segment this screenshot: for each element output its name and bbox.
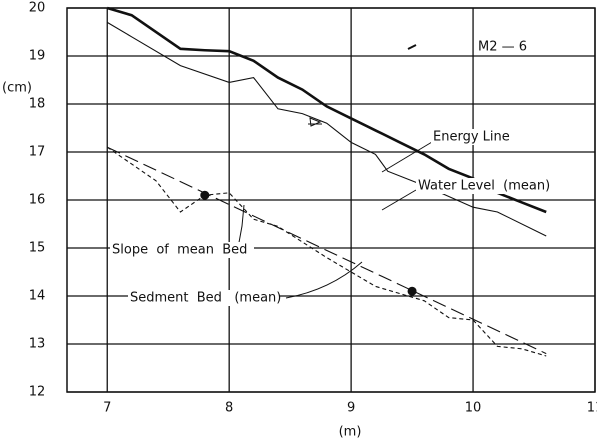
series-line [106,146,547,357]
y-tick-label: 19 [29,49,46,64]
series-line [106,21,547,237]
label-bg [110,242,254,258]
y-tick-label: 12 [29,385,46,400]
series-label: Energy Line [433,130,510,145]
x-tick-label: 8 [225,401,233,416]
x-tick-label: 11 [587,401,597,416]
y-tick-label: 13 [29,337,46,352]
x-axis-label: (m) [339,425,362,439]
leader-line [237,204,245,249]
series-label: Slope of mean Bed [112,243,247,258]
y-axis-label: (cm) [2,81,32,96]
leader-line [285,261,363,299]
y-tick-label: 16 [29,193,46,208]
x-tick-label: 7 [103,401,111,416]
y-tick-label: 20 [29,1,46,16]
series-line [107,146,547,355]
y-tick-label: 17 [29,145,46,160]
label-bg [416,178,553,194]
mark-stroke [407,44,417,50]
leader-line [381,189,417,211]
annotation: M2 — 6 [478,40,527,55]
data-point [407,286,417,296]
label-bg [128,290,280,306]
series-label: Water Level (mean) [418,179,550,194]
x-tick-label: 10 [465,401,482,416]
series-label: Sedment Bed (mean) [130,291,281,306]
leader-line [381,141,433,173]
label-bg [431,129,511,145]
water-symbol [308,117,322,127]
data-point [200,190,210,200]
y-tick-label: 15 [29,241,46,256]
y-tick-label: 14 [29,289,46,304]
x-tick-label: 9 [347,401,355,416]
y-tick-label: 18 [29,97,46,112]
